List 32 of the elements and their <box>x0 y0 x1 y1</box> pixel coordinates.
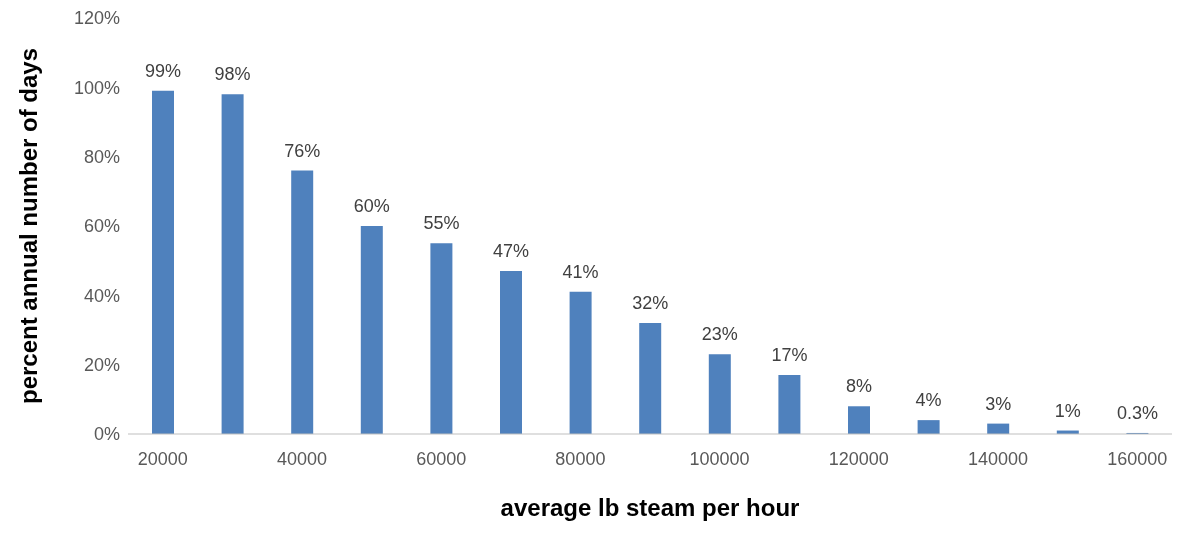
y-tick-label: 80% <box>83 147 120 168</box>
x-tick-label: 100000 <box>689 448 750 469</box>
data-label: 0.3% <box>1116 402 1158 423</box>
y-tick-label: 60% <box>83 216 120 237</box>
data-label: 98% <box>214 64 251 85</box>
data-label: 1% <box>1054 400 1081 421</box>
data-label: 3% <box>985 393 1012 414</box>
y-tick-label: 20% <box>83 355 120 376</box>
x-tick-label: 140000 <box>967 448 1029 469</box>
data-label: 55% <box>423 213 460 234</box>
y-tick-label: 0% <box>93 424 120 445</box>
y-tick-label: 40% <box>83 285 120 306</box>
y-tick-label: 100% <box>73 77 120 98</box>
data-label: 4% <box>915 390 942 411</box>
data-label: 17% <box>771 345 808 366</box>
x-tick-label: 60000 <box>416 448 467 469</box>
x-tick-label: 40000 <box>276 448 328 469</box>
x-tick-label: 20000 <box>137 448 188 469</box>
y-axis-title: percent annual number of days <box>14 47 42 405</box>
x-tick-label: 120000 <box>828 448 889 469</box>
data-label: 8% <box>845 376 873 397</box>
data-label: 23% <box>701 324 738 345</box>
x-axis-title: average lb steam per hour <box>500 494 800 521</box>
data-label: 41% <box>562 261 599 282</box>
data-label: 99% <box>144 60 182 81</box>
x-tick-label: 160000 <box>1107 448 1168 469</box>
data-label: 47% <box>492 241 530 262</box>
data-label: 76% <box>284 140 321 161</box>
x-tick-label: 80000 <box>555 448 606 469</box>
data-label: 60% <box>353 196 390 216</box>
y-tick-label: 120% <box>73 8 120 29</box>
data-label: 32% <box>632 293 669 314</box>
